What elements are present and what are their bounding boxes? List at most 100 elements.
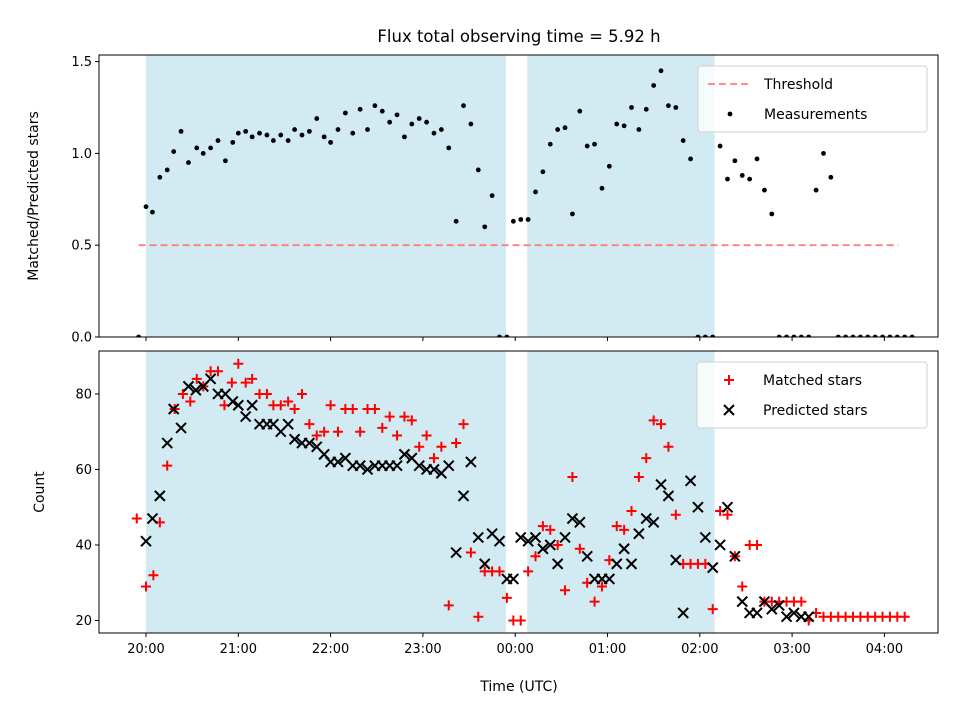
predicted-star-point (640, 512, 652, 525)
y-tick-label: 80 (75, 387, 92, 402)
predicted-star-point (443, 459, 455, 472)
measurement-point (379, 108, 385, 114)
measurement-point (843, 334, 849, 337)
matched-star-point (537, 521, 548, 532)
measurement-point (621, 123, 627, 129)
measurement-point (243, 128, 249, 134)
matched-star-point (392, 430, 403, 441)
measurement-point (894, 334, 900, 337)
measurement-point (208, 145, 214, 151)
predicted-star-point (161, 437, 173, 449)
predicted-star-point (699, 531, 712, 544)
predicted-star-point (167, 403, 180, 415)
measurement-point (732, 158, 738, 164)
matched-star-point (796, 596, 807, 607)
axes-frame (98, 350, 939, 634)
measurement-point (335, 127, 341, 132)
measurement-point (717, 143, 723, 149)
measurement-point (394, 112, 400, 118)
measurement-point (357, 106, 363, 112)
y-tick-label: 1.5 (71, 55, 92, 70)
measurement-point (540, 169, 546, 175)
predicted-star-point (788, 607, 800, 619)
predicted-star-point (736, 595, 748, 608)
x-tick-label: 04:00 (866, 642, 903, 657)
matched-star-point (304, 419, 315, 430)
legend-swatch-predicted (723, 404, 735, 416)
measurement-point (518, 217, 524, 222)
predicted-star-point (670, 554, 682, 566)
predicted-star-point (472, 531, 484, 544)
predicted-star-point (729, 550, 741, 563)
y-axis-label: Count (32, 471, 48, 513)
measurement-point (688, 156, 693, 162)
predicted-star-point (154, 490, 166, 502)
measurement-point (446, 145, 452, 151)
predicted-star-point (618, 543, 630, 555)
measurement-point (747, 176, 753, 182)
predicted-star-point (677, 607, 689, 619)
matched-star-point (226, 377, 237, 388)
matched-star-point (240, 377, 251, 388)
measurement-point (769, 211, 775, 217)
matched-star-point (451, 438, 462, 449)
measurement-point (482, 224, 488, 230)
measurement-point (328, 139, 333, 145)
matched-star-point (545, 524, 556, 535)
matched-star-point (523, 566, 534, 577)
measurement-point (194, 145, 200, 151)
predicted-star-point (559, 531, 571, 544)
matched-star-point (275, 400, 286, 411)
predicted-star-point (574, 516, 586, 529)
matched-star-point (501, 592, 512, 603)
matched-star-point (421, 430, 432, 441)
measurement-point (577, 108, 583, 114)
measurement-point (547, 141, 553, 147)
measurement-point (222, 158, 228, 164)
predicted-star-point (479, 558, 491, 570)
legend-swatch-measurements (727, 111, 733, 117)
predicted-star-point (633, 527, 645, 540)
predicted-star-point (625, 558, 638, 570)
x-tick-label: 03:00 (773, 642, 810, 657)
measurement-point (257, 130, 262, 136)
matched-star-point (261, 388, 272, 399)
measurement-point (872, 334, 878, 337)
y-tick-label: 1.0 (71, 147, 92, 162)
matched-star-point (473, 611, 484, 622)
measurement-point (292, 127, 298, 132)
measurement-point (178, 128, 184, 134)
matched-star-point (567, 472, 578, 483)
measurement-point (461, 103, 466, 109)
measurement-point (725, 176, 730, 182)
predicted-star-point (655, 478, 667, 491)
shaded-interval (527, 55, 715, 337)
x-tick-label: 00:00 (496, 642, 533, 657)
measurement-point (850, 334, 856, 337)
predicted-star-point (611, 558, 623, 570)
matched-star-point (648, 415, 659, 426)
predicted-star-point (332, 456, 344, 468)
measurement-point (249, 134, 255, 140)
matched-star-point (633, 472, 644, 483)
measurement-point (651, 83, 657, 88)
matched-star-point (283, 396, 294, 407)
matched-star-point (332, 426, 343, 437)
measurement-point (365, 127, 370, 132)
predicted-star-point (190, 384, 202, 396)
predicted-star-point (662, 490, 675, 502)
x-tick-label: 21:00 (220, 642, 257, 657)
measurement-point (791, 334, 797, 337)
measurement-point (555, 127, 561, 132)
measurement-point (592, 141, 597, 147)
matched-star-point (384, 411, 395, 422)
predicted-star-point (544, 539, 556, 551)
measurement-point (614, 121, 620, 127)
measurement-point (865, 334, 871, 337)
measurement-point (438, 127, 444, 132)
legend-box (697, 65, 928, 133)
measurement-point (489, 193, 495, 199)
series-marks (131, 358, 910, 626)
measurement-point (813, 187, 819, 193)
